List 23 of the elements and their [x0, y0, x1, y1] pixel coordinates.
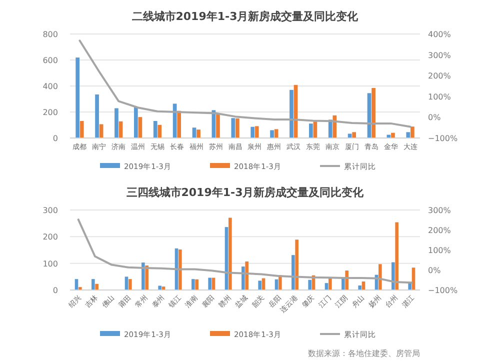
y2-tick-label: 300% [428, 206, 452, 215]
y-tick-label: 400 [42, 82, 58, 91]
y-tick-label: 800 [42, 30, 58, 39]
y-tick-label: 200 [42, 232, 58, 242]
source-note: 数据来源：各地住建委、房管局 [308, 349, 420, 358]
y2-tick-label: −100% [428, 134, 458, 143]
y-tick-label: 600 [42, 56, 58, 65]
y2-tick-label: 0% [428, 266, 442, 275]
y2-tick-label: 300% [428, 50, 452, 60]
y2-tick-label: 100% [428, 92, 452, 102]
chart-title: 二线城市2019年1-3月新房成交量及同比变化 [132, 10, 360, 23]
y2-tick-label: 0% [428, 113, 442, 122]
y2-tick-label: 200% [428, 72, 452, 81]
y2-tick-label: −100% [428, 286, 458, 295]
y2-tick-label: 200% [428, 226, 452, 235]
y-tick-label: 100 [42, 259, 58, 268]
y-tick-label: 0 [52, 286, 58, 295]
y-tick-label: 200 [42, 108, 58, 117]
chart-title: 三四线城市2019年1-3月新房成交量及同比变化 [126, 186, 365, 199]
y2-tick-label: 400% [428, 30, 452, 39]
y2-tick-label: 100% [428, 246, 452, 255]
y-tick-label: 300 [42, 206, 58, 215]
y-tick-label: 0 [52, 134, 58, 143]
